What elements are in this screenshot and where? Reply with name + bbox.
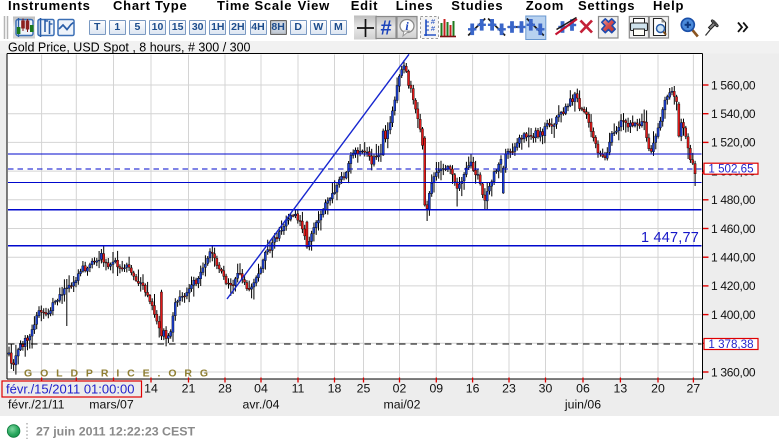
svg-text:1 440,00: 1 440,00 bbox=[711, 251, 756, 265]
svg-text:23: 23 bbox=[502, 382, 516, 396]
svg-text:11: 11 bbox=[292, 382, 305, 396]
svg-text:27: 27 bbox=[687, 382, 701, 396]
svg-text:1 520,00: 1 520,00 bbox=[711, 136, 756, 150]
svg-text:02: 02 bbox=[393, 382, 407, 396]
svg-text:i: i bbox=[405, 19, 409, 33]
svg-text:1 378,38: 1 378,38 bbox=[708, 338, 753, 351]
svg-text:04: 04 bbox=[254, 382, 268, 396]
svg-text:Gold Price, USD Spot , 8 hours: Gold Price, USD Spot , 8 hours, # 300 / … bbox=[8, 41, 251, 54]
svg-text:mars/07: mars/07 bbox=[89, 398, 134, 412]
svg-text:#: # bbox=[431, 24, 436, 33]
svg-text:1 502,65: 1 502,65 bbox=[708, 163, 753, 176]
svg-text:25: 25 bbox=[357, 382, 371, 396]
svg-text:févr./21/11: févr./21/11 bbox=[8, 398, 65, 412]
svg-text:21: 21 bbox=[182, 382, 196, 396]
svg-text:13: 13 bbox=[614, 382, 628, 396]
svg-text:1 420,00: 1 420,00 bbox=[711, 279, 756, 293]
svg-text:06: 06 bbox=[576, 382, 590, 396]
svg-text:1 400,00: 1 400,00 bbox=[711, 308, 756, 322]
svg-text:09: 09 bbox=[429, 382, 443, 396]
svg-text:14: 14 bbox=[144, 382, 158, 396]
svg-text:16: 16 bbox=[466, 382, 480, 396]
svg-text:27 juin 2011 12:22:23 CEST: 27 juin 2011 12:22:23 CEST bbox=[36, 425, 196, 439]
svg-text:juin/06: juin/06 bbox=[564, 398, 601, 412]
svg-text:1 480,00: 1 480,00 bbox=[711, 193, 756, 207]
svg-text:mai/02: mai/02 bbox=[384, 398, 421, 412]
svg-text:avr./04: avr./04 bbox=[243, 398, 280, 412]
svg-text:#: # bbox=[380, 18, 391, 40]
svg-text:1 560,00: 1 560,00 bbox=[711, 78, 756, 92]
svg-text:18: 18 bbox=[328, 382, 342, 396]
svg-text:1 540,00: 1 540,00 bbox=[711, 107, 756, 121]
svg-text:GOLDPRICE.ORG: GOLDPRICE.ORG bbox=[24, 368, 216, 380]
svg-text:1 460,00: 1 460,00 bbox=[711, 222, 756, 236]
svg-text:30: 30 bbox=[539, 382, 553, 396]
svg-text:20: 20 bbox=[651, 382, 665, 396]
svg-text:28: 28 bbox=[218, 382, 232, 396]
svg-text:1 447,77: 1 447,77 bbox=[641, 230, 699, 246]
svg-text:févr./15/2011 01:00:00: févr./15/2011 01:00:00 bbox=[6, 382, 134, 397]
svg-text:1 360,00: 1 360,00 bbox=[711, 365, 756, 379]
svg-text:#: # bbox=[431, 17, 436, 26]
